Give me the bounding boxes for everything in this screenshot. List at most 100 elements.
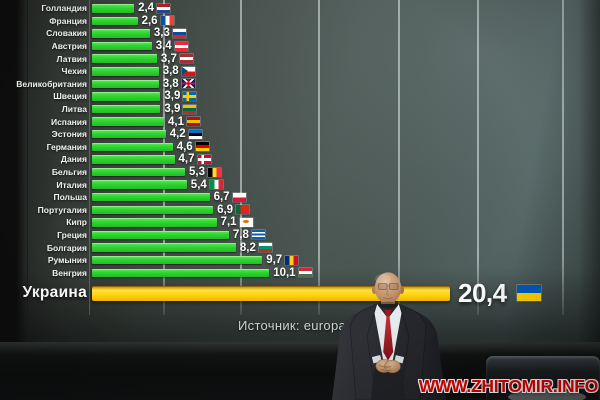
flag-icon-se xyxy=(183,91,197,101)
chart-row: Франция 2,6 xyxy=(25,15,585,28)
country-label: Германия xyxy=(46,141,87,152)
value-label: 2,4 xyxy=(138,2,155,15)
value-bar xyxy=(92,243,236,252)
flag-icon-lv xyxy=(179,54,193,64)
chart-row: Португалия 6,9 xyxy=(25,204,585,217)
value-label: 3,8 xyxy=(162,77,179,90)
presenter-face xyxy=(378,283,399,300)
chart-source-label: Источник: europa.eu xyxy=(238,318,365,333)
value-bar xyxy=(92,155,175,164)
value-label: 4,6 xyxy=(176,140,193,153)
value-bar xyxy=(92,180,187,189)
chart-row: Швеция 3,9 xyxy=(25,90,585,103)
chart-row: Польша 6,7 xyxy=(25,191,585,204)
flag-icon-lt xyxy=(183,104,197,114)
flag-icon-ee xyxy=(188,129,202,139)
value-label: 2,6 xyxy=(141,14,158,27)
screen-right-shade xyxy=(578,0,600,344)
flag-icon-sk xyxy=(172,28,186,38)
value-label: 3,8 xyxy=(162,65,179,78)
chart-row: Румыния 9,7 xyxy=(25,254,585,267)
value-bar xyxy=(92,268,270,278)
podium-monitor-base xyxy=(508,390,586,400)
value-bar xyxy=(92,92,161,101)
chart-row: Бельгия 5,3 xyxy=(25,166,585,179)
country-label: Испания xyxy=(50,116,87,127)
flag-icon-es xyxy=(187,117,200,127)
flag-icon-dk xyxy=(197,154,211,164)
value-label: 8,2 xyxy=(239,241,256,254)
flag-icon-be xyxy=(208,167,221,177)
flag-icon-ua xyxy=(516,285,541,302)
country-label: Дания xyxy=(60,154,87,165)
value-label: 3,7 xyxy=(160,52,177,65)
country-label: Венгрия xyxy=(52,267,87,278)
chart-row: Греция 7,8 xyxy=(25,229,585,242)
flag-icon-cy xyxy=(239,217,253,227)
value-label: 4,2 xyxy=(169,128,186,141)
flag-icon-bg xyxy=(258,243,272,253)
bar-chart: Голландия 2,4 Франция 2,6 Словакия 3,3 Австрия… xyxy=(16,2,585,308)
country-label: Италия xyxy=(56,179,87,190)
gridline xyxy=(318,0,320,315)
country-label: Бельгия xyxy=(51,167,87,178)
chart-row: Словакия 3,3 xyxy=(25,27,585,40)
country-label: Великобритания xyxy=(16,78,87,89)
screen-left-edge xyxy=(0,0,28,344)
chart-row: Латвия 3,7 xyxy=(25,52,585,65)
chart-row: Дания 4,7 xyxy=(25,153,585,166)
country-label: Словакия xyxy=(46,28,87,39)
presenter-body xyxy=(332,301,446,400)
axis-line xyxy=(89,0,90,315)
country-label: Польша xyxy=(53,192,87,203)
value-label: 5,3 xyxy=(189,166,205,179)
flag-icon-ro xyxy=(285,255,299,265)
flag-icon-de xyxy=(195,142,209,152)
value-label: 6,7 xyxy=(213,191,230,204)
chart-row: Болгария 8,2 xyxy=(25,241,585,254)
value-label: 6,9 xyxy=(217,203,234,216)
flag-icon-hu xyxy=(298,268,312,278)
value-label: 3,9 xyxy=(164,90,181,103)
value-bar xyxy=(92,67,159,76)
flag-icon-gr xyxy=(251,230,265,240)
chart-row: Австрия 3,4 xyxy=(25,40,585,53)
flag-icon-nl xyxy=(157,3,171,13)
chart-row: Германия 4,6 xyxy=(25,141,585,154)
country-label: Франция xyxy=(49,15,87,26)
chart-row-highlight: Украина 20,4 xyxy=(22,278,585,308)
value-bar xyxy=(92,54,157,63)
value-bar xyxy=(92,104,161,114)
value-bar xyxy=(92,230,229,240)
value-label: 3,4 xyxy=(155,40,172,53)
value-label: 4,1 xyxy=(168,115,184,128)
gridline xyxy=(398,0,400,315)
chart-row: Италия 5,4 xyxy=(25,178,585,191)
country-label: Литва xyxy=(61,104,87,115)
flag-icon-pl xyxy=(232,192,246,202)
presenter-head xyxy=(371,272,405,307)
value-bar xyxy=(92,218,217,227)
country-label: Болгария xyxy=(46,242,87,253)
chart-row: Эстония 4,2 xyxy=(25,128,585,141)
flag-icon-cz xyxy=(181,66,195,76)
value-bar xyxy=(92,285,450,301)
value-label: 3,9 xyxy=(164,103,181,116)
value-label: 4,7 xyxy=(178,153,195,166)
value-bar xyxy=(92,192,210,202)
value-bar xyxy=(92,205,214,215)
gridline xyxy=(477,0,479,315)
country-label: Австрия xyxy=(51,41,87,52)
country-label: Украина xyxy=(22,284,87,302)
value-bar xyxy=(92,129,166,139)
country-label: Чехия xyxy=(61,66,88,77)
value-bar xyxy=(92,16,138,26)
country-label: Греция xyxy=(57,229,87,240)
value-bar xyxy=(92,142,173,152)
chart-row: Венгрия 10,1 xyxy=(25,266,585,279)
flag-icon-fr xyxy=(160,16,174,26)
chart-row: Голландия 2,4 xyxy=(25,2,585,15)
country-label: Голландия xyxy=(41,3,87,14)
chart-row: Кипр 7,1 xyxy=(25,216,585,229)
